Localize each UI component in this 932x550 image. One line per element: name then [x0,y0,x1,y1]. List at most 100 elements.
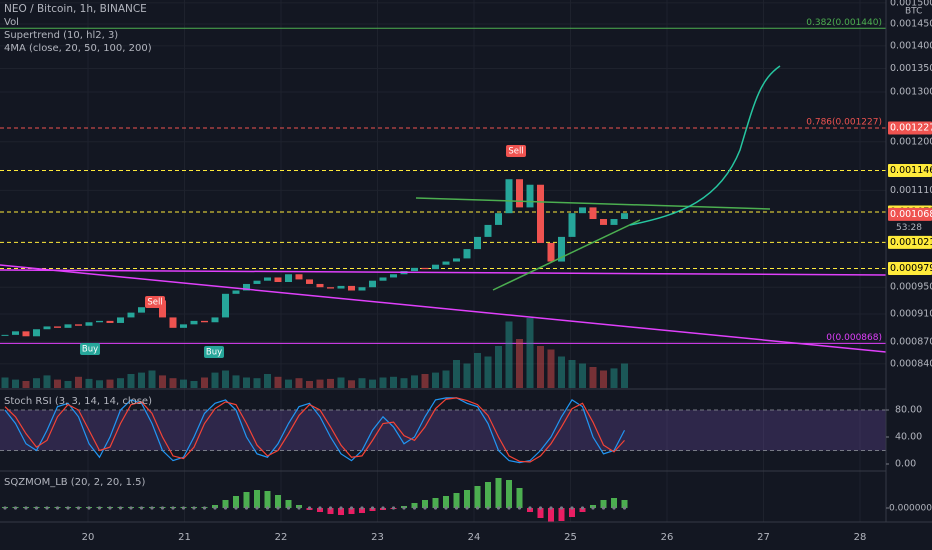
candle [169,317,177,328]
price-label-box [888,262,932,276]
momentum-bar [495,478,502,508]
squeeze-dot [475,506,480,510]
volume-bar [295,378,303,388]
candle [264,277,271,281]
squeeze-dot [307,506,312,510]
squeeze-dot [496,506,501,510]
candle [274,277,282,283]
momentum-bar [443,496,449,508]
volume-bar [169,378,177,388]
currency-label: BTC [905,7,922,17]
squeeze-dot [549,506,553,510]
squeeze-dot [391,506,396,510]
candle [190,320,198,325]
candle [337,285,345,289]
squeeze-dot [507,506,511,510]
momentum-bar [254,490,260,508]
volume-bar [463,363,471,388]
squeeze-dot [559,506,564,510]
signal-label: Sell [508,147,523,157]
y-tick-label: 0.000840 [890,358,932,369]
volume-bar [148,370,156,388]
squeeze-dot [297,506,301,510]
volume-bar [243,377,250,388]
volume-bar [474,353,481,388]
squeeze-dot [444,506,448,510]
signal-label: Sell [147,298,162,308]
volume-bar [400,378,408,388]
volume-bar [568,360,576,388]
y-tick-label: 40.00 [895,432,922,443]
momentum-bar [569,508,575,517]
volume-bar [316,379,324,388]
volume-bar [211,372,219,388]
squeeze-dot [370,506,375,510]
signal-box [506,145,526,157]
price-label-box [888,121,932,135]
squeeze-dot [276,506,280,510]
squeeze-dot [55,506,60,510]
candle [285,274,292,283]
volume-bar [495,346,502,388]
stoch-band [0,410,886,451]
squeeze-dot [622,506,627,510]
squeeze-dot [13,506,18,510]
momentum-bar [317,508,323,512]
candle [127,312,135,318]
volume-bar [442,370,450,388]
squeeze-dot [234,506,238,510]
volume-bar [274,376,282,388]
volume-bar [348,380,355,388]
x-tick-label: 24 [468,532,481,543]
y-tick-label: 0.001110 [890,185,932,196]
momentum-bar [285,500,292,508]
candle [547,242,555,262]
momentum-bar [474,486,481,508]
squeeze-dot [538,506,543,510]
x-tick-label: 27 [757,532,770,543]
momentum-bar [516,488,523,508]
price-label: 0.001068 [890,209,932,220]
y-tick-label: 0.000950 [890,282,932,293]
squeeze-dot [129,506,133,510]
volume-bar [558,356,565,388]
volume-bar [33,378,40,388]
y-tick-label: 0.00 [895,458,916,469]
candle [526,184,534,208]
squeeze-dot [108,506,112,510]
squeeze-dot [3,506,7,510]
y-tick-label: 0.001450 [890,19,932,30]
squeeze-dot [349,506,354,510]
squeeze-dot [423,506,427,510]
projection-path [629,65,781,226]
volume-bar [159,375,166,388]
candle [1,334,9,336]
candle [600,219,607,225]
y-tick-label: 0.001500 [890,0,932,8]
squeeze-dot [381,506,385,510]
indicator-label: SQZMOM_LB (20, 2, 20, 1.5) [4,477,145,488]
volume-bar [579,363,586,388]
squeeze-dot [402,506,406,510]
momentum-bar [222,500,229,508]
volume-bar [201,377,208,388]
squeeze-dot [202,506,207,510]
volume-bar [526,318,534,388]
momentum-bar [432,498,439,508]
candle [211,317,219,323]
stoch-line [4,397,625,463]
squeeze-dot [118,506,123,510]
candle [222,293,229,318]
volume-bar [253,378,261,388]
squeeze-dot [255,506,259,510]
volume-bar [138,372,145,388]
momentum-bar [275,495,281,508]
volume-bar [589,367,597,388]
volume-bar [453,360,460,388]
signal-label: Buy [82,345,98,355]
candle [106,320,114,323]
momentum-bar [506,480,512,508]
candle [442,261,450,265]
squeeze-dot [486,506,490,510]
